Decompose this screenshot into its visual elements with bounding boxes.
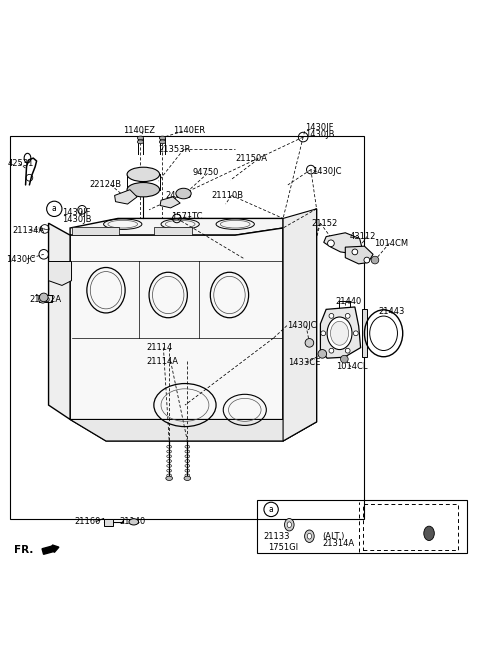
Text: 21353R: 21353R (158, 145, 191, 154)
Text: (ALT.): (ALT.) (323, 532, 345, 541)
Text: 21162A: 21162A (29, 295, 61, 304)
Ellipse shape (287, 522, 291, 528)
Bar (72, 227, 120, 235)
Polygon shape (115, 190, 137, 204)
Text: 1140ER: 1140ER (173, 126, 205, 135)
Text: 1430JC: 1430JC (6, 255, 36, 263)
Text: 1430JB: 1430JB (305, 130, 334, 139)
Ellipse shape (307, 533, 312, 539)
Text: 21440: 21440 (336, 297, 362, 306)
Polygon shape (70, 218, 283, 235)
Text: 21114: 21114 (147, 343, 173, 352)
Text: 1430JB: 1430JB (62, 215, 92, 224)
Text: 94750: 94750 (192, 168, 218, 177)
Text: 22124B: 22124B (89, 181, 121, 189)
Circle shape (340, 355, 348, 363)
Circle shape (364, 257, 370, 263)
Text: 1571TC: 1571TC (170, 212, 202, 221)
Text: 21152: 21152 (312, 219, 338, 228)
Circle shape (318, 350, 326, 358)
Ellipse shape (424, 526, 434, 541)
Text: 21114A: 21114A (147, 357, 179, 365)
Text: 1014CM: 1014CM (374, 238, 408, 248)
Bar (257, 500, 468, 553)
Ellipse shape (127, 168, 159, 181)
Polygon shape (48, 223, 70, 419)
Ellipse shape (159, 136, 166, 140)
Text: 21133: 21133 (263, 532, 289, 541)
Bar (104, 518, 113, 526)
Text: 21140: 21140 (120, 517, 145, 526)
Ellipse shape (127, 183, 159, 197)
Circle shape (38, 294, 47, 303)
Circle shape (329, 313, 334, 318)
Bar (362, 309, 367, 357)
Ellipse shape (370, 316, 397, 351)
Circle shape (327, 240, 334, 246)
Ellipse shape (159, 140, 166, 144)
Text: 1751GI: 1751GI (268, 543, 298, 552)
Text: 21314A: 21314A (323, 539, 354, 549)
Text: 1430JC: 1430JC (287, 321, 316, 330)
FancyArrow shape (42, 545, 59, 555)
Ellipse shape (327, 317, 352, 350)
Polygon shape (321, 307, 360, 358)
Text: 24126: 24126 (166, 191, 192, 200)
Text: 43112: 43112 (350, 232, 376, 241)
Polygon shape (70, 228, 283, 441)
Circle shape (329, 348, 334, 353)
Text: 21150A: 21150A (235, 154, 267, 163)
Text: 1433CE: 1433CE (288, 359, 320, 367)
Text: 21134A: 21134A (12, 226, 45, 235)
Ellipse shape (166, 476, 172, 480)
Circle shape (352, 249, 358, 255)
Circle shape (305, 338, 314, 347)
Ellipse shape (137, 140, 144, 144)
Circle shape (321, 331, 325, 336)
Text: 21443: 21443 (379, 307, 405, 316)
Circle shape (345, 348, 350, 353)
Ellipse shape (137, 136, 144, 140)
Text: 1430JF: 1430JF (305, 123, 333, 132)
Text: a: a (52, 204, 57, 214)
Text: 42531: 42531 (8, 159, 34, 168)
Polygon shape (160, 197, 180, 208)
Bar (10, 135, 364, 518)
Ellipse shape (285, 518, 294, 531)
Text: a: a (269, 505, 274, 514)
Text: 1014CL: 1014CL (336, 362, 367, 371)
Text: 1430JF: 1430JF (62, 208, 90, 217)
Text: FR.: FR. (14, 545, 34, 555)
Circle shape (353, 331, 358, 336)
Bar (363, 504, 458, 550)
Bar (154, 227, 192, 235)
Polygon shape (283, 209, 317, 441)
Polygon shape (39, 295, 52, 302)
Ellipse shape (176, 189, 191, 199)
Polygon shape (283, 209, 317, 441)
Polygon shape (324, 233, 362, 254)
Text: 1430JC: 1430JC (312, 167, 341, 176)
Ellipse shape (129, 519, 139, 525)
Circle shape (371, 256, 379, 264)
Text: 1140EZ: 1140EZ (123, 126, 155, 135)
Circle shape (345, 313, 350, 318)
Polygon shape (48, 261, 72, 285)
Ellipse shape (330, 321, 348, 345)
Polygon shape (70, 419, 317, 441)
Circle shape (39, 293, 48, 302)
Text: 21160: 21160 (75, 517, 101, 526)
Ellipse shape (305, 530, 314, 543)
Polygon shape (345, 246, 373, 264)
Text: 21110B: 21110B (211, 191, 243, 200)
Ellipse shape (184, 476, 191, 480)
